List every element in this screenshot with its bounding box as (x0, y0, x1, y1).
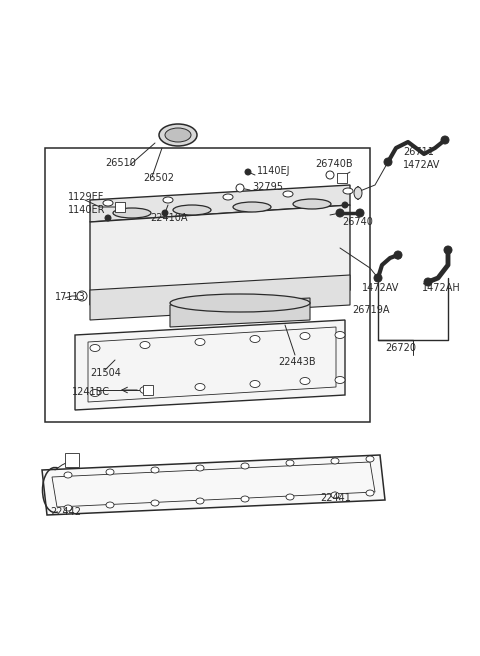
Ellipse shape (286, 460, 294, 466)
Ellipse shape (384, 158, 392, 166)
Text: 22442: 22442 (50, 507, 81, 517)
Ellipse shape (283, 191, 293, 197)
Ellipse shape (64, 505, 72, 511)
Ellipse shape (151, 500, 159, 506)
Text: 26720: 26720 (385, 343, 416, 353)
Text: 1472AV: 1472AV (403, 160, 440, 170)
Text: 1241BC: 1241BC (72, 387, 110, 397)
Ellipse shape (170, 294, 310, 312)
Text: 26740: 26740 (342, 217, 373, 227)
Ellipse shape (300, 377, 310, 384)
Ellipse shape (103, 200, 113, 206)
Ellipse shape (444, 246, 452, 254)
Ellipse shape (395, 253, 401, 259)
Bar (337, 173, 347, 183)
Ellipse shape (90, 344, 100, 352)
Ellipse shape (374, 274, 382, 282)
Ellipse shape (165, 128, 191, 142)
Text: 26740B: 26740B (315, 159, 353, 169)
Polygon shape (42, 455, 385, 515)
Text: 1140ER: 1140ER (68, 205, 106, 215)
Ellipse shape (162, 210, 168, 216)
Ellipse shape (441, 136, 449, 144)
Ellipse shape (159, 124, 197, 146)
Text: 1472AV: 1472AV (362, 283, 399, 293)
Polygon shape (90, 275, 350, 320)
Bar (115, 202, 125, 212)
Ellipse shape (343, 188, 353, 194)
Ellipse shape (293, 199, 331, 209)
Ellipse shape (163, 197, 173, 203)
Ellipse shape (366, 490, 374, 496)
Text: 22410A: 22410A (150, 213, 188, 223)
Ellipse shape (223, 194, 233, 200)
Ellipse shape (356, 209, 364, 217)
Ellipse shape (336, 209, 344, 217)
Ellipse shape (286, 494, 294, 500)
Ellipse shape (241, 496, 249, 502)
Ellipse shape (196, 465, 204, 471)
Bar (45, 148, 370, 422)
Polygon shape (90, 185, 350, 222)
Ellipse shape (335, 377, 345, 384)
Ellipse shape (196, 498, 204, 504)
Text: 1472AH: 1472AH (422, 283, 461, 293)
Ellipse shape (300, 333, 310, 340)
Text: 32795: 32795 (252, 182, 283, 192)
Text: 26502: 26502 (143, 173, 174, 183)
Text: 22443B: 22443B (278, 357, 316, 367)
Ellipse shape (140, 386, 150, 394)
Ellipse shape (241, 463, 249, 469)
Text: 1129EF: 1129EF (68, 192, 104, 202)
Ellipse shape (236, 184, 244, 192)
Ellipse shape (140, 342, 150, 348)
Ellipse shape (77, 291, 87, 301)
Text: 26510: 26510 (105, 158, 136, 168)
Ellipse shape (90, 390, 100, 396)
Ellipse shape (195, 384, 205, 390)
Ellipse shape (342, 202, 348, 208)
Polygon shape (90, 205, 350, 305)
Text: 1140EJ: 1140EJ (257, 166, 290, 176)
Ellipse shape (151, 467, 159, 473)
Ellipse shape (250, 380, 260, 388)
Text: 21504: 21504 (90, 368, 121, 378)
Text: 22441: 22441 (320, 493, 351, 503)
Ellipse shape (250, 335, 260, 342)
Ellipse shape (331, 492, 339, 498)
Ellipse shape (394, 251, 402, 259)
Bar (65, 453, 79, 467)
Ellipse shape (354, 187, 362, 199)
Ellipse shape (106, 469, 114, 475)
Bar (143, 385, 153, 395)
Text: 26719A: 26719A (352, 305, 389, 315)
Ellipse shape (326, 171, 334, 179)
Ellipse shape (335, 331, 345, 338)
Ellipse shape (245, 169, 251, 175)
Ellipse shape (424, 278, 432, 286)
Ellipse shape (106, 502, 114, 508)
Text: 26711: 26711 (403, 147, 434, 157)
Ellipse shape (445, 247, 451, 253)
Ellipse shape (113, 208, 151, 218)
Ellipse shape (195, 338, 205, 346)
Ellipse shape (173, 205, 211, 215)
Polygon shape (170, 298, 310, 327)
Text: 17113: 17113 (55, 292, 86, 302)
Ellipse shape (366, 456, 374, 462)
Ellipse shape (331, 458, 339, 464)
Polygon shape (75, 320, 345, 410)
Ellipse shape (64, 472, 72, 478)
Ellipse shape (105, 215, 111, 221)
Ellipse shape (233, 202, 271, 212)
